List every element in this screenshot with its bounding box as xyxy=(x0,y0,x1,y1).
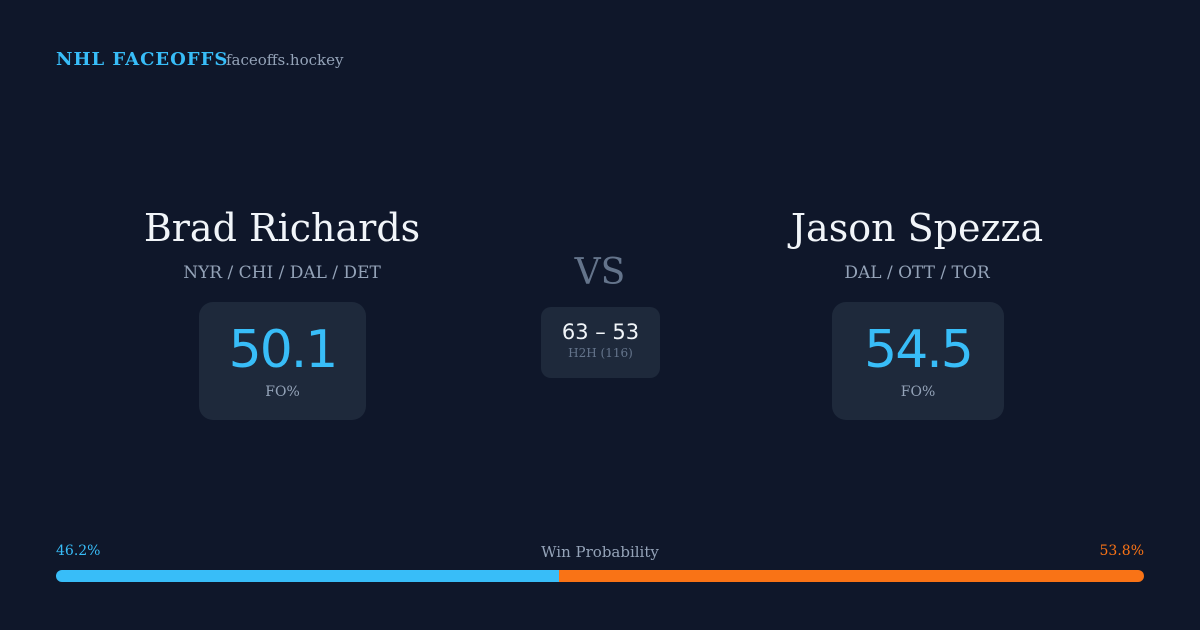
win-prob-segment xyxy=(56,570,559,582)
fo-value: 50.1 xyxy=(228,320,339,380)
win-prob-segment xyxy=(558,570,1144,582)
h2h-score: 63 – 53 xyxy=(561,320,640,344)
h2h-label: H2H (116) xyxy=(568,346,633,360)
player-teams: DAL / OTT / TOR xyxy=(844,263,990,283)
player-name: Brad Richards xyxy=(143,206,421,250)
fo-label: FO% xyxy=(900,384,936,400)
win-prob-left: 46.2% xyxy=(56,543,101,559)
win-prob-right: 53.8% xyxy=(1099,543,1144,559)
win-prob-label: Win Probability xyxy=(541,543,659,561)
player-name: Jason Spezza xyxy=(790,206,1044,250)
win-prob-bar xyxy=(56,570,1144,582)
stat-card: 50.1 FO% xyxy=(199,302,366,420)
player-teams: NYR / CHI / DAL / DET xyxy=(183,263,381,283)
fo-value: 54.5 xyxy=(864,320,974,380)
fo-label: FO% xyxy=(265,384,300,400)
brand: NHL FACEOFFS xyxy=(56,49,229,70)
site: faceoffs.hockey xyxy=(226,51,344,69)
stat-card: 54.5 FO% xyxy=(832,302,1004,420)
vs: VS xyxy=(574,252,626,293)
h2h-card: 63 – 53 H2H (116) xyxy=(541,307,660,378)
